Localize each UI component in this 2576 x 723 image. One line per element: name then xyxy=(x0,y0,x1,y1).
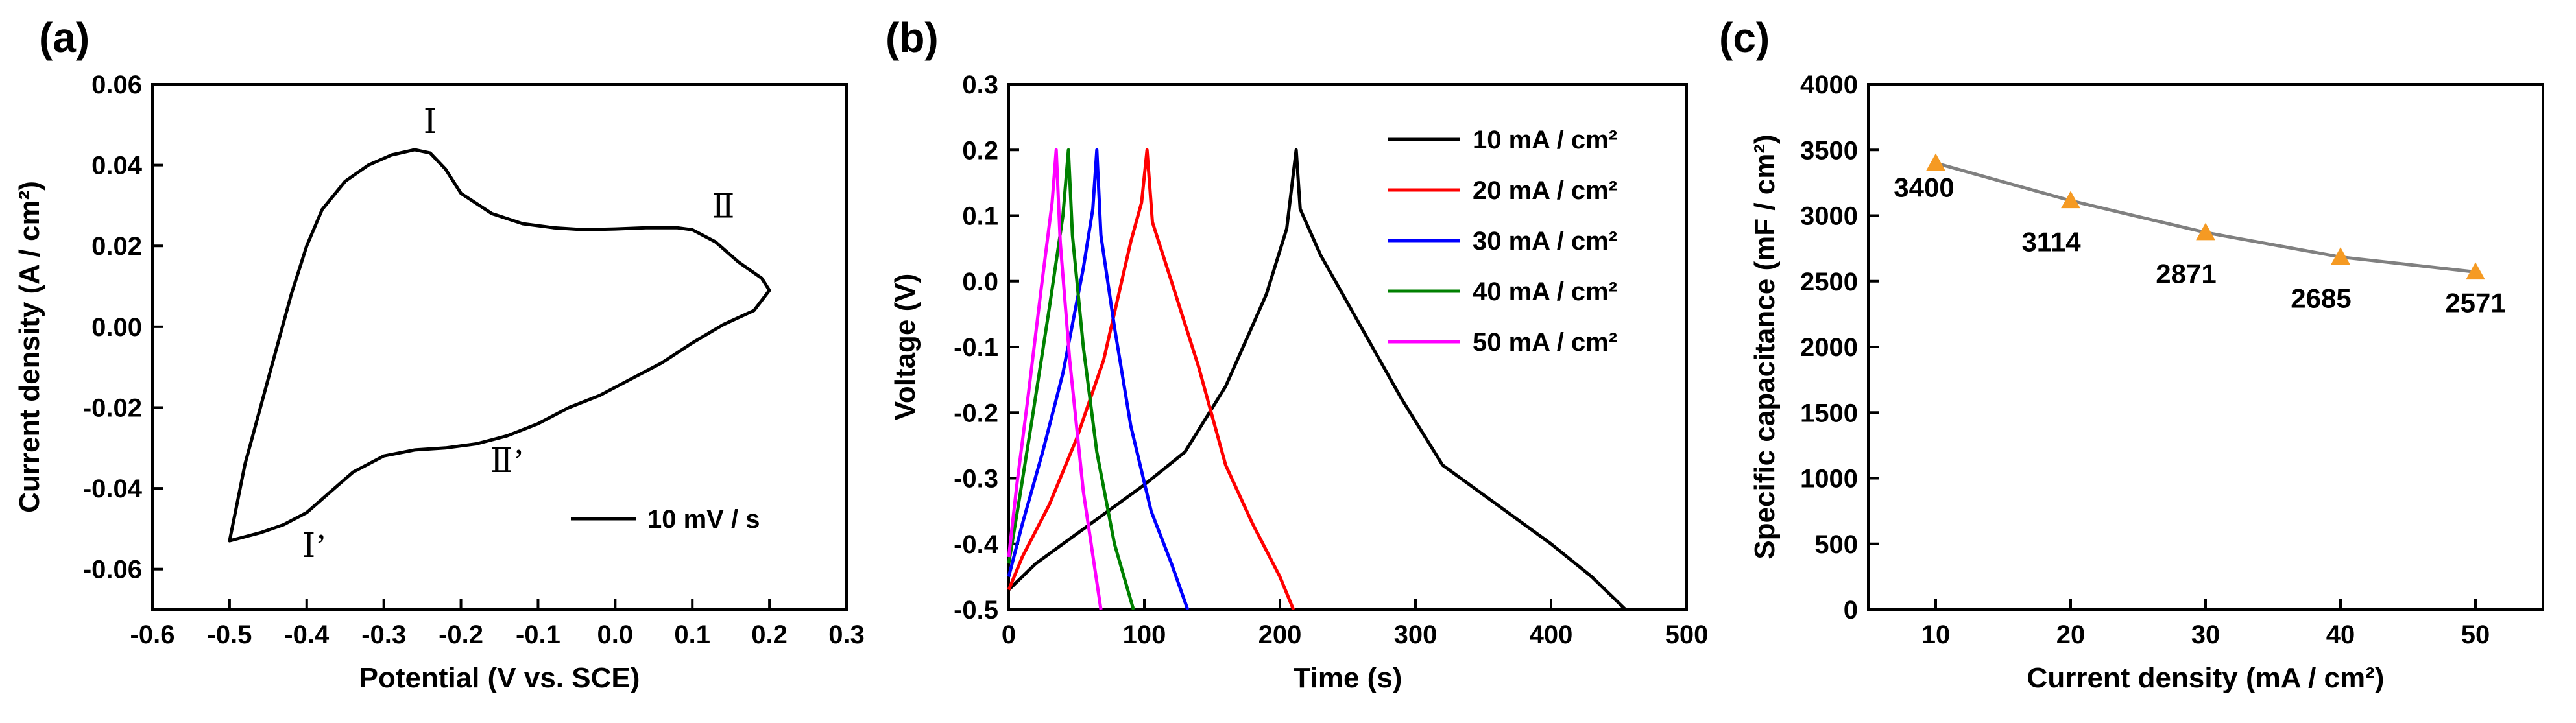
x-tick-label: -0.1 xyxy=(516,621,560,649)
trend-line xyxy=(1935,161,2476,274)
x-tick-label: 0 xyxy=(1002,621,1016,649)
plot-frame xyxy=(1867,83,2544,611)
data-label: 2571 xyxy=(2445,287,2505,318)
legend-label: 20 mA / cm² xyxy=(1473,176,1617,205)
x-tick-label: -0.4 xyxy=(284,621,330,649)
y-tick-label: 1500 xyxy=(1800,399,1858,427)
chart-panel-b: 0 100 200 300 400 500 -0.5 -0.4 -0.3 -0.2 -0.1 0.0 0… xyxy=(889,71,1708,694)
x-tick-label: 50 xyxy=(2461,621,2490,649)
x-axis-title: Potential (V vs. SCE) xyxy=(359,662,640,694)
x-tick-label: 40 xyxy=(2326,621,2355,649)
y-tick-label: 500 xyxy=(1814,530,1858,559)
x-tick-label: 400 xyxy=(1530,621,1573,649)
panel-label-a: (a) xyxy=(39,14,90,61)
peak-annotation: Ⅱ’ xyxy=(490,443,525,480)
x-axis-title: Current density (mA / cm²) xyxy=(2027,662,2385,694)
y-tick-label: 1000 xyxy=(1800,465,1858,493)
data-point-marker xyxy=(2331,247,2350,265)
x-tick-label: 0.0 xyxy=(597,621,634,649)
y-tick-label: -0.4 xyxy=(954,530,999,559)
peak-annotation: Ⅱ xyxy=(712,189,734,226)
y-tick-label: 0.00 xyxy=(91,313,142,342)
data-label: 3114 xyxy=(2021,226,2081,257)
y-tick-label: -0.1 xyxy=(954,333,998,362)
x-tick-label: -0.6 xyxy=(130,621,175,649)
x-tick-label: 0.2 xyxy=(751,621,788,649)
peak-annotation: Ⅰ’ xyxy=(302,528,327,565)
y-tick-label: 0.0 xyxy=(962,268,998,296)
gcd-curve xyxy=(1007,148,1627,611)
x-tick-label: 500 xyxy=(1665,621,1709,649)
y-tick-label: 0.1 xyxy=(962,202,998,231)
x-tick-label: 30 xyxy=(2191,621,2221,649)
data-label: 2685 xyxy=(2291,283,2351,313)
x-tick-label: 10 xyxy=(1921,621,1951,649)
x-tick-label: 200 xyxy=(1258,621,1302,649)
peak-annotation: Ⅰ xyxy=(424,104,437,141)
y-tick-label: 0.3 xyxy=(962,71,998,99)
legend-label: 30 mA / cm² xyxy=(1473,227,1617,255)
data-label: 3400 xyxy=(1894,172,1954,203)
y-tick-label: 2500 xyxy=(1800,268,1858,296)
y-tick-label: -0.06 xyxy=(83,556,142,584)
x-tick-label: -0.3 xyxy=(361,621,406,649)
panel-label-b: (b) xyxy=(885,14,939,61)
data-point-marker xyxy=(2466,262,2485,280)
y-tick-label: 0 xyxy=(1844,596,1858,624)
data-point-marker xyxy=(2196,222,2215,241)
x-axis-title: Time (s) xyxy=(1294,662,1402,694)
y-axis-title: Voltage (V) xyxy=(889,274,921,421)
legend-label: 10 mA / cm² xyxy=(1473,126,1617,154)
y-tick-label: 3000 xyxy=(1800,202,1858,231)
x-tick-label: -0.5 xyxy=(207,621,252,649)
cv-curve xyxy=(228,148,771,543)
gcd-curve xyxy=(1007,148,1295,610)
legend-label: 50 mA / cm² xyxy=(1473,328,1617,357)
chart-panel-a: -0.6 -0.5 -0.4 -0.3 -0.2 -0.1 0.0 0.1 0.2 0.3 -0.0… xyxy=(14,71,865,694)
x-tick-label: 20 xyxy=(2056,621,2086,649)
x-tick-label: 100 xyxy=(1123,621,1166,649)
gcd-curve xyxy=(1007,148,1135,610)
data-label: 2871 xyxy=(2156,259,2216,289)
plot-frame xyxy=(151,83,848,611)
y-tick-label: 0.04 xyxy=(91,152,143,180)
y-tick-label: -0.2 xyxy=(954,399,998,427)
y-tick-label: -0.02 xyxy=(83,394,142,422)
y-tick-label: -0.04 xyxy=(83,475,143,503)
x-tick-label: 0.3 xyxy=(828,621,865,649)
gcd-curve xyxy=(1007,148,1190,610)
y-axis-title: Specific capacitance (mF / cm²) xyxy=(1749,134,1781,559)
y-axis-title: Current density (A / cm²) xyxy=(14,181,45,513)
x-tick-label: 300 xyxy=(1394,621,1438,649)
y-tick-label: 2000 xyxy=(1800,333,1858,362)
panel-label-c: (c) xyxy=(1719,14,1770,61)
y-tick-label: 0.02 xyxy=(91,232,142,261)
data-point-marker xyxy=(2061,191,2080,209)
y-tick-label: 4000 xyxy=(1800,71,1858,99)
chart-panel-c: 10 20 30 40 50050010001500200025003000350040… xyxy=(1749,71,2544,694)
data-point-marker xyxy=(1926,153,1945,171)
y-tick-label: 0.06 xyxy=(91,71,142,99)
y-tick-label: -0.3 xyxy=(954,465,998,493)
x-tick-label: 0.1 xyxy=(674,621,710,649)
gcd-curve xyxy=(1007,148,1103,610)
y-tick-label: 0.2 xyxy=(962,136,998,165)
x-tick-label: -0.2 xyxy=(439,621,483,649)
legend-label: 40 mA / cm² xyxy=(1473,278,1617,306)
legend-label: 10 mV / s xyxy=(647,505,760,534)
y-tick-label: -0.5 xyxy=(954,596,998,624)
y-tick-label: 3500 xyxy=(1800,136,1858,165)
